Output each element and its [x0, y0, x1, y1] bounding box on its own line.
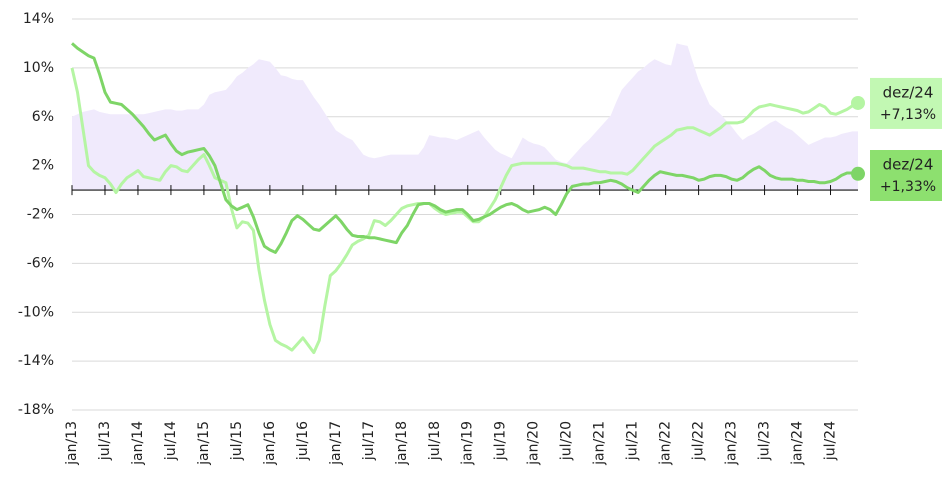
- end-label-value: +7,13%: [880, 107, 936, 123]
- end-label-period: dez/24: [883, 156, 934, 174]
- end-label-box: [870, 77, 942, 129]
- x-tick-label: jan/14: [130, 421, 146, 466]
- x-tick-label: jul/21: [625, 421, 641, 461]
- x-tick-label: jan/13: [64, 421, 80, 466]
- x-tick-label: jan/19: [460, 421, 476, 466]
- end-dot: [851, 95, 865, 110]
- x-tick-label: jul/20: [559, 421, 575, 461]
- y-tick-label: 6%: [32, 109, 54, 125]
- y-tick-label: -18%: [18, 402, 54, 418]
- y-tick-label: 14%: [23, 11, 54, 27]
- x-tick-label: jan/18: [394, 421, 410, 466]
- x-tick-label: jul/24: [823, 421, 839, 461]
- y-tick-label: -2%: [27, 207, 54, 223]
- end-label-period: dez/24: [883, 83, 934, 101]
- x-tick-label: jul/19: [493, 421, 509, 461]
- x-tick-label: jul/16: [295, 421, 311, 461]
- x-tick-label: jul/23: [757, 421, 773, 461]
- x-tick-label: jul/22: [691, 421, 707, 461]
- area: [72, 43, 858, 191]
- x-tick-label: jan/24: [790, 421, 806, 466]
- line: [71, 42, 859, 254]
- x-tick-label: jul/13: [97, 421, 113, 461]
- x-tick-label: jan/22: [658, 421, 674, 466]
- y-tick-label: 2%: [32, 158, 54, 174]
- x-tick-label: jul/17: [361, 421, 377, 461]
- x-tick-label: jan/23: [724, 421, 740, 466]
- x-tick-label: jan/17: [328, 421, 344, 466]
- end-label-value: +1,33%: [880, 179, 936, 195]
- y-tick-label: -6%: [27, 255, 54, 271]
- x-tick-label: jul/15: [229, 421, 245, 461]
- x-tick-label: jan/21: [592, 421, 608, 466]
- x-tick-label: jan/16: [262, 421, 278, 466]
- end-dot: [851, 166, 865, 181]
- y-tick-label: -10%: [18, 304, 54, 320]
- x-tick-label: jul/18: [427, 421, 443, 461]
- line: [70, 67, 859, 355]
- y-tick-label: 10%: [23, 60, 54, 76]
- x-tick-label: jan/15: [196, 421, 212, 466]
- x-tick-label: jul/14: [163, 421, 179, 461]
- end-label-box: [870, 150, 942, 201]
- x-tick-label: jan/20: [526, 421, 542, 466]
- y-tick-label: -14%: [18, 353, 54, 369]
